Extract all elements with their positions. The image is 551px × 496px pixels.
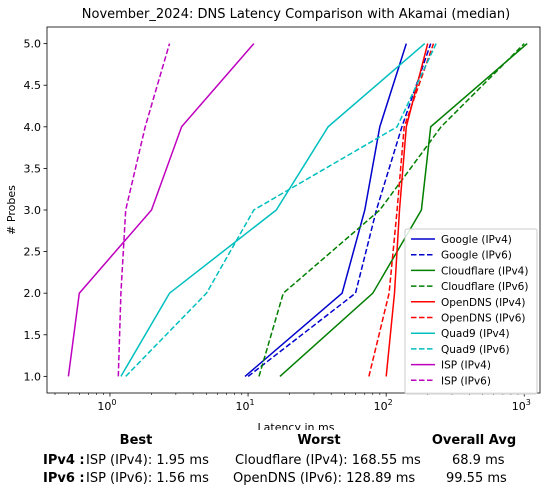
legend-label: Cloudflare (IPv6) (441, 281, 528, 293)
y-tick-label: 2.0 (24, 287, 42, 300)
series-line-5 (368, 43, 435, 377)
summary-header-avg: Overall Avg (431, 433, 517, 448)
legend-label: ISP (IPv4) (441, 360, 491, 372)
x-tick-label: 101 (236, 398, 255, 413)
series-line-2 (279, 43, 528, 377)
summary-avg-ipv6: 99.55 ms (446, 471, 507, 486)
y-tick-label: 4.0 (24, 121, 42, 134)
legend-label: Cloudflare (IPv4) (441, 265, 528, 277)
x-tick-label: 102 (374, 398, 393, 413)
summary-worst-ipv6: OpenDNS (IPv6): 128.89 ms (233, 471, 416, 486)
series-line-6 (120, 43, 426, 377)
series-line-8 (67, 43, 255, 377)
summary-row-label-ipv6: IPv6 : (43, 471, 85, 486)
legend-label: Google (IPv4) (441, 234, 512, 246)
legend-label: Google (IPv6) (441, 250, 512, 262)
latency-chart: November_2024: DNS Latency Comparison wi… (5, 7, 541, 430)
y-axis-label: # Probes (5, 185, 18, 235)
summary-header-best: Best (119, 433, 153, 448)
series-line-9 (117, 43, 171, 377)
chart-title: November_2024: DNS Latency Comparison wi… (82, 7, 510, 22)
legend-box (404, 228, 538, 395)
legend: Google (IPv4) Google (IPv6) Cloudflare (IP… (404, 228, 538, 395)
x-tick-label: 100 (97, 398, 116, 413)
y-tick-label: 2.5 (24, 246, 42, 259)
x-axis-label: Latency in ms (258, 421, 335, 430)
axes: 1.0 1.5 2.0 2.5 3.0 3.5 4.0 4.5 5.0 100 101 102 103 (24, 26, 541, 413)
y-tick-label: 3.5 (24, 162, 42, 175)
summary-header-worst: Worst (297, 433, 341, 448)
legend-label: Quad9 (IPv4) (441, 328, 510, 340)
series-line-3 (258, 43, 525, 377)
y-tick-label: 4.5 (24, 79, 42, 92)
y-tick-label: 5.0 (24, 38, 42, 51)
summary-best-ipv4: ISP (IPv4): 1.95 ms (86, 453, 209, 468)
series-line-1 (247, 43, 432, 377)
series-line-7 (125, 43, 437, 377)
summary-worst-ipv4: Cloudflare (IPv4): 168.55 ms (235, 453, 421, 468)
y-tick-label: 1.5 (24, 329, 42, 342)
summary-row-label-ipv4: IPv4 : (43, 453, 85, 468)
plot-area (67, 43, 528, 377)
y-tick-label: 1.0 (24, 370, 42, 383)
legend-label: Quad9 (IPv6) (441, 344, 510, 356)
legend-label: OpenDNS (IPv4) (441, 297, 526, 309)
summary-avg-ipv4: 68.9 ms (452, 453, 505, 468)
series-line-0 (244, 43, 408, 377)
legend-label: OpenDNS (IPv6) (441, 313, 526, 325)
y-tick-label: 3.0 (24, 204, 42, 217)
legend-label: ISP (IPv6) (441, 375, 491, 387)
summary-best-ipv6: ISP (IPv6): 1.56 ms (86, 471, 209, 486)
x-tick-label: 103 (512, 398, 531, 413)
